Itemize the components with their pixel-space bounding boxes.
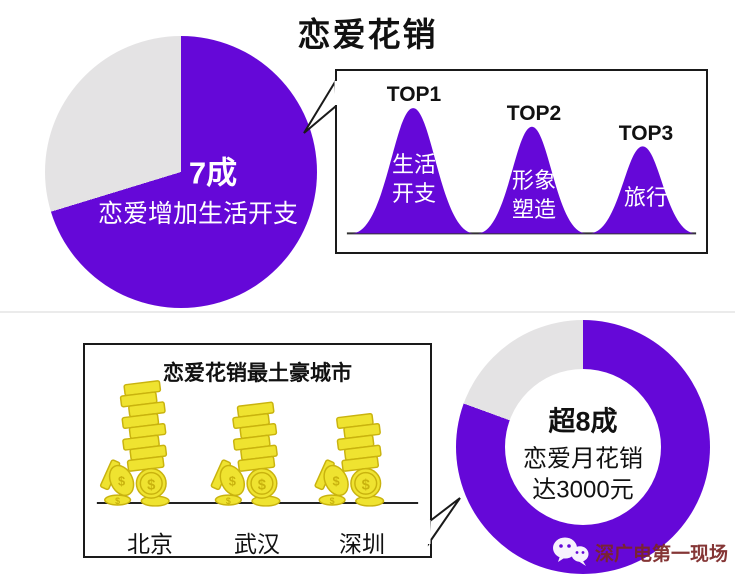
coin-stacks: $ $ $ $ $ $	[96, 380, 419, 507]
coin-dollar-glyph: $	[115, 496, 120, 506]
bell-label-line: 生活	[391, 152, 437, 177]
bell-label-line: 塑造	[511, 196, 557, 222]
city-box-title: 恋爱花销最土豪城市	[163, 362, 352, 385]
rank-label-top2: TOP2	[506, 102, 562, 125]
wechat-icon	[553, 537, 589, 566]
rank-label-top3: TOP3	[618, 122, 674, 145]
coin-dollar-glyph: $	[118, 473, 125, 488]
coin-dollar-glyph: $	[362, 477, 370, 493]
coin-stack-wuhan: $ $ $	[210, 401, 281, 507]
coin-dollar-glyph: $	[229, 473, 236, 488]
pie-chart: 7成 恋爱增加生活开支	[45, 36, 317, 308]
city-label-wuhan: 武汉	[234, 531, 280, 557]
speech-tail-left	[303, 78, 340, 134]
bell-label-line: 开支	[391, 180, 437, 206]
wechat-account-name: 深广电第一现场	[595, 543, 729, 565]
coin-dollar-glyph: $	[147, 477, 155, 493]
bell-label-top3: 旅行	[624, 184, 668, 213]
top3-box: TOP1 TOP2 TOP3 生活 开支 形象 塑造 旅行	[335, 69, 708, 254]
watermark: 深广电第一现场	[552, 536, 728, 568]
bell-top3	[589, 146, 697, 234]
rank-label-top1: TOP1	[386, 83, 442, 106]
bell-top2	[477, 126, 587, 234]
speech-tail-right	[424, 497, 461, 547]
bell-top1	[351, 108, 475, 234]
page-title: 恋爱花销	[297, 16, 438, 53]
donut-chart: 超8成 恋爱月花销 达3000元	[456, 320, 710, 574]
bell-label-line: 形象	[511, 168, 557, 193]
pie-caption: 恋爱增加生活开支	[97, 200, 299, 228]
bell-curves	[346, 108, 697, 235]
coin-dollar-glyph: $	[330, 496, 335, 506]
pie-value-label: 7成	[188, 155, 238, 191]
donut-caption-line2: 达3000元	[532, 476, 634, 504]
coin-dollar-glyph: $	[333, 473, 340, 488]
bell-label-line: 旅行	[623, 185, 669, 210]
donut-value-label: 超8成	[548, 406, 618, 437]
donut-caption-line1: 恋爱月花销	[523, 445, 643, 473]
coin-stack-shenzhen: $ $ $	[314, 412, 385, 507]
bell-label-top1: 生活 开支	[392, 151, 436, 208]
city-label-shenzhen: 深圳	[339, 531, 385, 557]
bell-label-top2: 形象 塑造	[512, 167, 556, 224]
coin-dollar-glyph: $	[226, 496, 231, 506]
city-label-beijing: 北京	[127, 531, 173, 557]
donut-hole	[505, 369, 661, 525]
city-ranking-box: 恋爱花销最土豪城市 $ $ $	[83, 343, 432, 558]
coin-stack-beijing: $ $ $	[99, 380, 170, 507]
section-divider	[0, 311, 735, 313]
coin-dollar-glyph: $	[258, 477, 266, 493]
